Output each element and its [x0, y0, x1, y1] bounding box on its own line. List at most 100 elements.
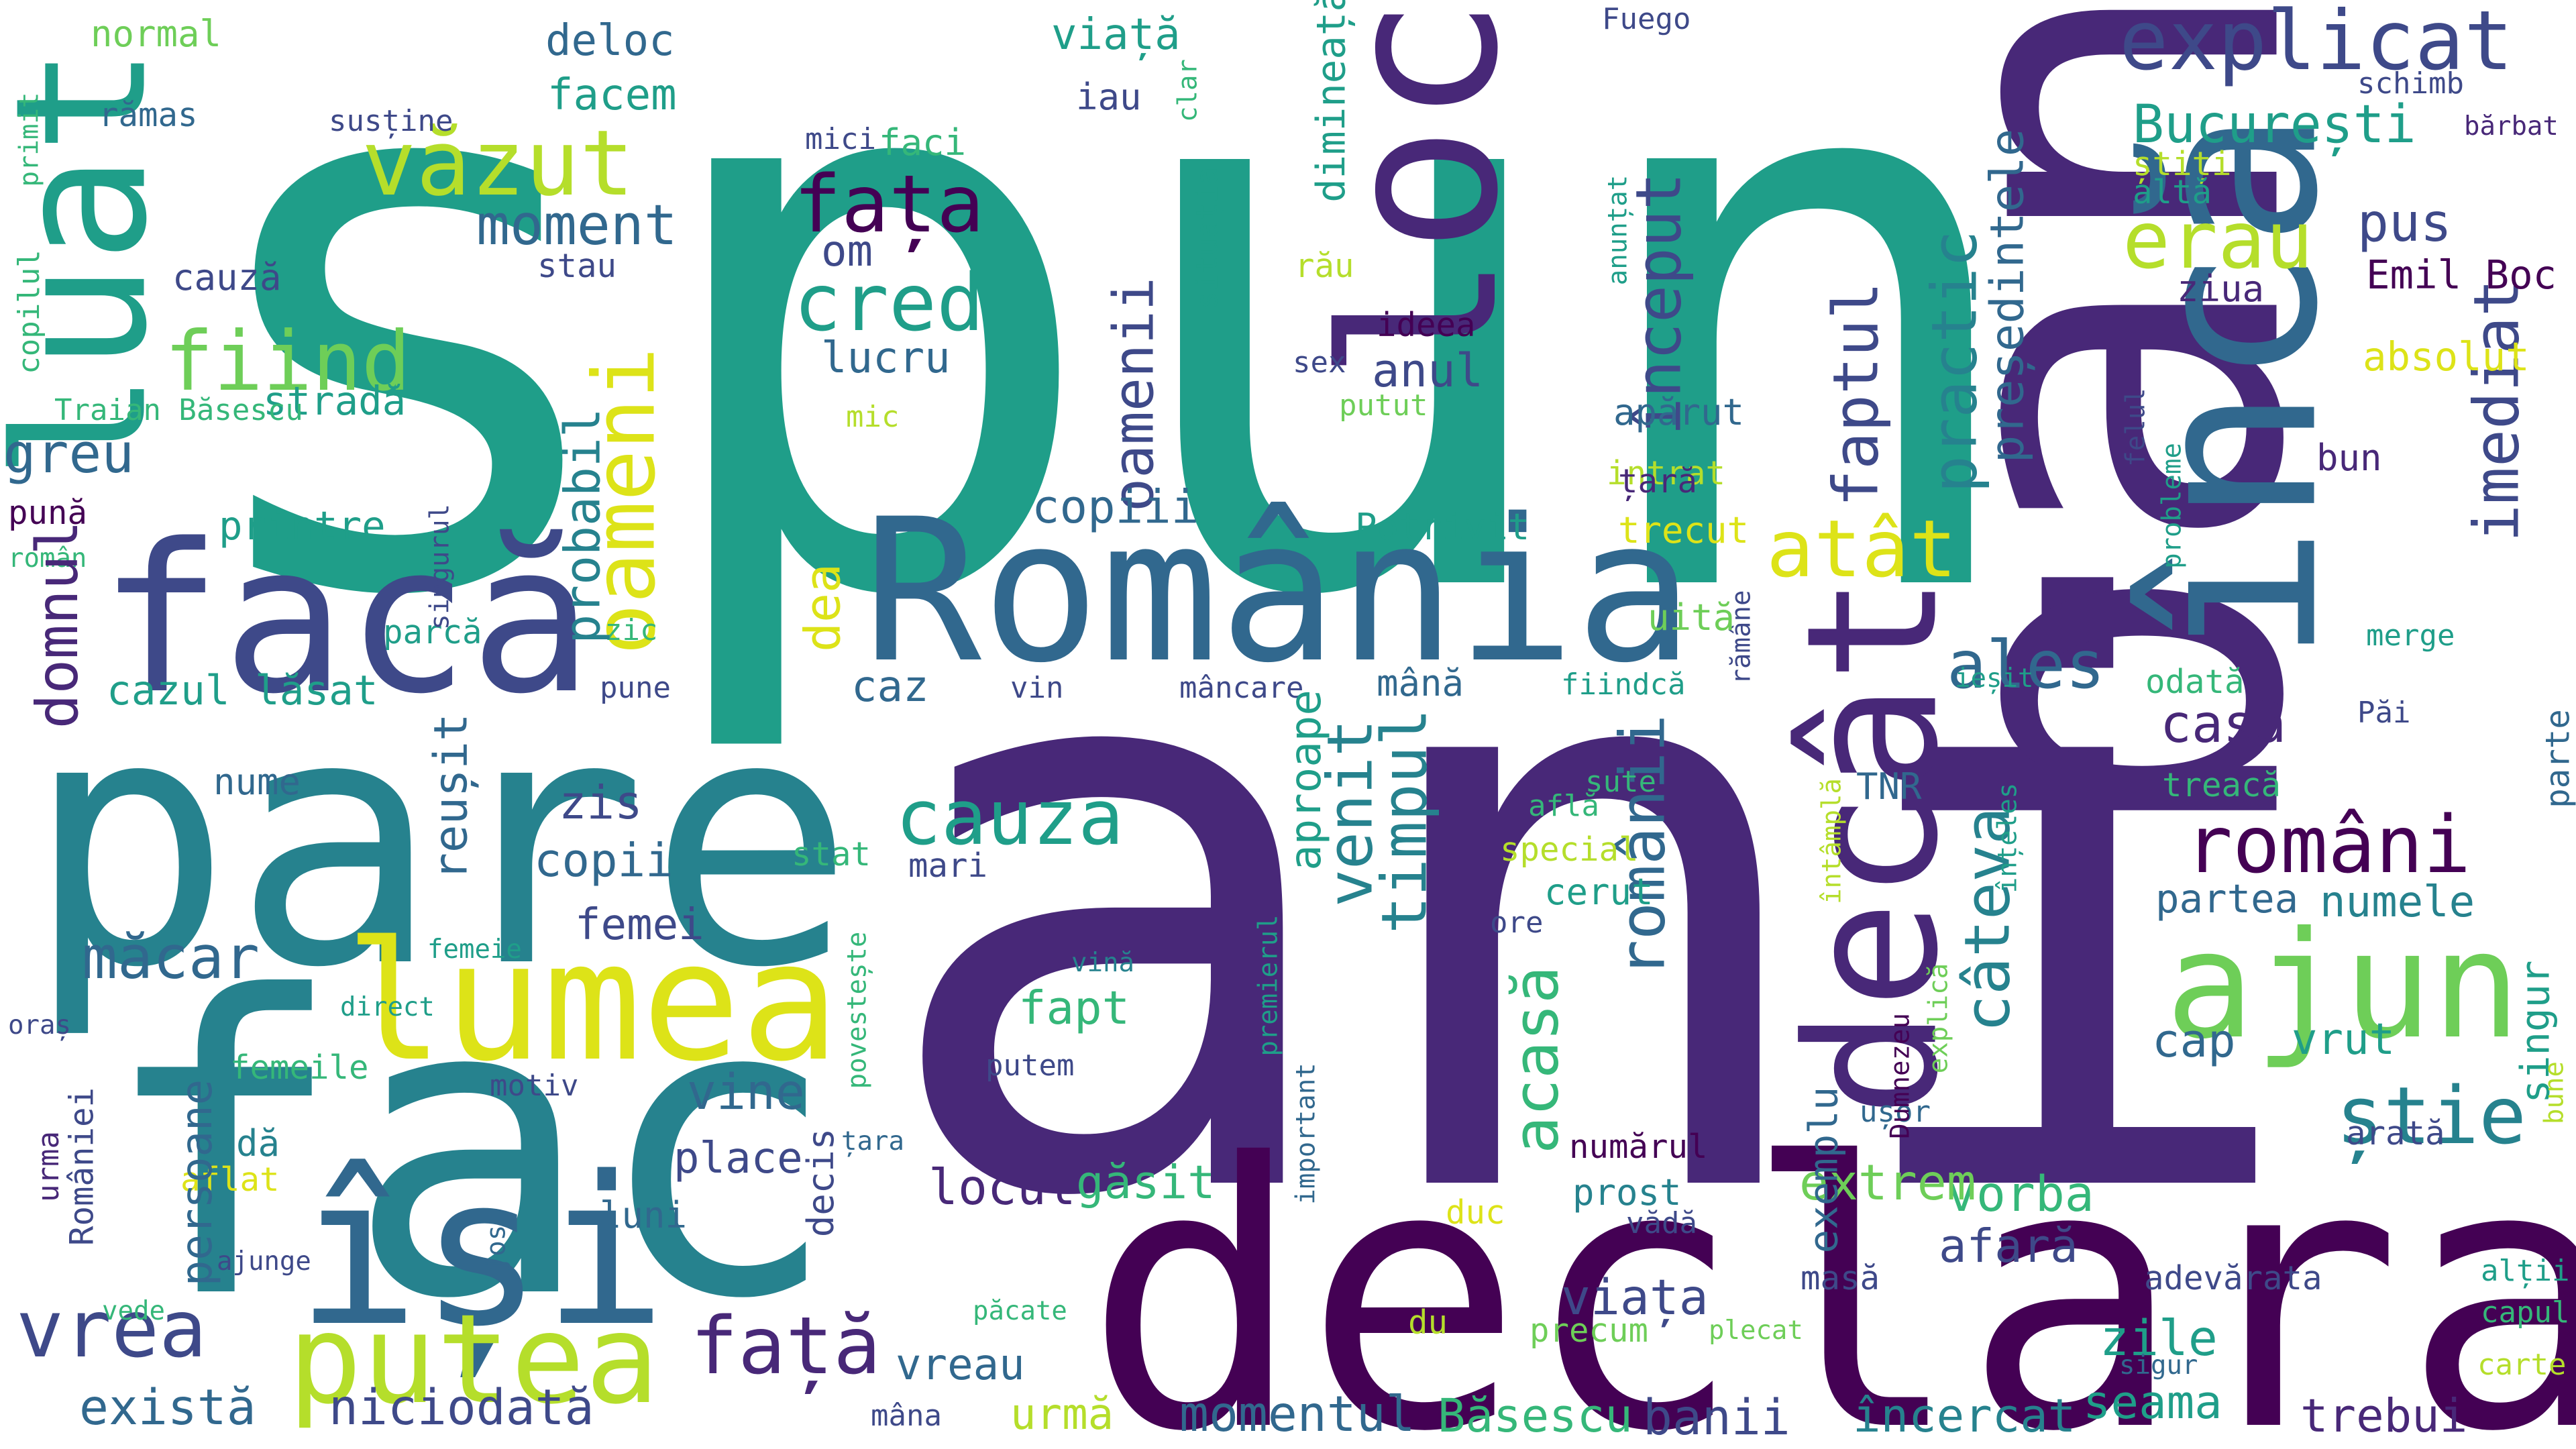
word-afla-150: află	[1528, 789, 1599, 823]
word-adevarata-160: adevărata	[2144, 1259, 2322, 1297]
word-extrem-57: extrem	[1799, 1155, 1976, 1212]
word-ajunge-131: ajunge	[217, 1246, 311, 1277]
word-erau-38: erau	[2123, 194, 2314, 286]
word-facem-82: facem	[547, 70, 677, 120]
word-iesit-153: ieșit	[1955, 663, 2034, 694]
word-banii-47: banii	[1643, 1389, 1790, 1446]
word-ales-39: ales	[1947, 627, 2106, 704]
word-isi-12: își	[296, 1133, 667, 1372]
word-important-187: important	[1291, 1063, 1322, 1205]
word-merge-156: merge	[2366, 619, 2455, 653]
word-pai-155: Păi	[2357, 696, 2411, 730]
word-fuego-114: Fuego	[1602, 2, 1691, 36]
word-viata-83: viață	[1051, 10, 1181, 60]
word-pune-120: pune	[600, 671, 671, 705]
word-viata-54: viața	[1561, 1269, 1709, 1326]
word-explicat-16: explicat	[2119, 0, 2514, 89]
word-tara-102: țară	[1618, 462, 1698, 500]
word-romani-23: români	[2185, 798, 2471, 891]
word-sigur-163: sigur	[2119, 1350, 2198, 1381]
word-traian-basescu-115: Traian Băsescu	[54, 393, 303, 427]
word-altii-161: alții	[2481, 1254, 2570, 1288]
word-cerut-147: cerut	[1544, 871, 1654, 913]
word-uita-198: uită	[1648, 596, 1735, 639]
word-vin-95: vin	[1010, 671, 1064, 705]
word-atat-20: atât	[1766, 502, 1957, 595]
word-femei-63: femei	[575, 900, 704, 950]
word-ore-148: ore	[1490, 906, 1544, 940]
word-cap-70: cap	[2152, 1014, 2236, 1068]
word-felul-195: felul	[2121, 388, 2151, 467]
word-stie-28: știe	[2336, 1069, 2527, 1162]
word-mancare-96: mâncare	[1179, 671, 1304, 705]
word-macar-27: măcar	[82, 923, 260, 992]
word-sustine-109: susține	[329, 104, 453, 138]
word-bucuresti-43: București	[2133, 95, 2416, 155]
word-lucru-74: lucru	[821, 333, 951, 383]
word-arata-159: arată	[2346, 1114, 2445, 1152]
word-stau-111: stau	[537, 247, 617, 285]
word-fata-25: fața	[794, 158, 985, 250]
word-urma-174: urma	[32, 1131, 66, 1202]
word-bune-197: bune	[2539, 1061, 2570, 1124]
word-reusit-168: reușit	[424, 713, 478, 881]
word-intampla-190: întâmplă	[1817, 778, 1847, 904]
word-treaca-157: treacă	[2162, 766, 2282, 804]
word-parca-118: parcă	[383, 613, 482, 651]
word-trecut-100: trecut	[1618, 509, 1750, 551]
word-tara-135: țara	[841, 1126, 904, 1157]
word-anuntat-180: anunțat	[1603, 174, 1633, 286]
word-vreau-53: vreau	[896, 1340, 1025, 1390]
word-mici-85: mici	[805, 122, 876, 156]
word-urma-52: urmă	[1010, 1390, 1114, 1440]
word-clar-182: clar	[1173, 59, 1203, 122]
word-ani-1: ani	[871, 443, 2310, 1371]
word-dumnezeu-191: Dumnezeu	[1885, 1013, 1916, 1139]
word-fata-24: față	[690, 1299, 881, 1392]
word-strada-80: stradă	[263, 378, 407, 424]
word-copii-62: copii	[534, 834, 674, 888]
word-zis-64: zis	[559, 776, 643, 830]
word-stat-122: stat	[792, 835, 871, 873]
word-putea-13: putea	[288, 1288, 659, 1432]
word-pare-4: pare	[25, 642, 855, 1043]
word-aparut-103: apărut	[1613, 391, 1745, 433]
word-barbat-94: bărbat	[2464, 111, 2559, 142]
word-mic-107: mic	[846, 400, 900, 434]
word-place-134: place	[674, 1134, 803, 1183]
word-acasa-34: acasă	[1499, 966, 1572, 1154]
word-exemplu-176: exemplu	[1800, 1086, 1847, 1254]
word-basescu-48: Băsescu	[1438, 1389, 1633, 1443]
word-copilul-183: copilul	[12, 250, 46, 374]
word-ideea-105: ideea	[1377, 306, 1476, 344]
word-femeile-127: femeile	[230, 1049, 369, 1087]
word-incercat-51: încercat	[1853, 1389, 2076, 1443]
word-schimb-93: schimb	[2357, 66, 2464, 101]
word-alta-92: altă	[2133, 173, 2212, 211]
word-bun-87: bun	[2316, 437, 2382, 479]
word-explica-194: explică	[1923, 963, 1954, 1074]
word-absolut-90: absolut	[2363, 333, 2530, 380]
word-zile-55: zile	[2100, 1310, 2218, 1367]
word-mana-165: mâna	[871, 1399, 942, 1433]
word-intrat-101: intrat	[1607, 454, 1726, 492]
word-lasat-78: lăsat	[255, 667, 378, 714]
word-presedintele-170: președintele	[1980, 128, 2035, 464]
word-vada-144: vădă	[1626, 1206, 1697, 1240]
word-aproape-171: aproape	[1281, 690, 1331, 871]
word-mari-123: mari	[908, 847, 988, 885]
word-duc-139: duc	[1446, 1193, 1505, 1232]
word-ajun-15: ajun	[2165, 900, 2521, 1071]
word-vada-129: vadă	[193, 1122, 280, 1165]
word-usor-158: ușor	[1860, 1095, 1931, 1129]
word-partea-69: partea	[2155, 875, 2299, 922]
word-cauza-110: cauză	[172, 256, 282, 299]
word-printre-79: printre	[219, 502, 386, 549]
word-faci-86: faci	[879, 121, 967, 164]
word-trebui-50: trebui	[2300, 1389, 2468, 1443]
word-special-149: special	[1500, 830, 1639, 869]
word-situatia-181: situația	[1190, 167, 1224, 309]
word-jos-186: jos	[481, 1224, 512, 1273]
word-carte-164: carte	[2477, 1348, 2567, 1382]
